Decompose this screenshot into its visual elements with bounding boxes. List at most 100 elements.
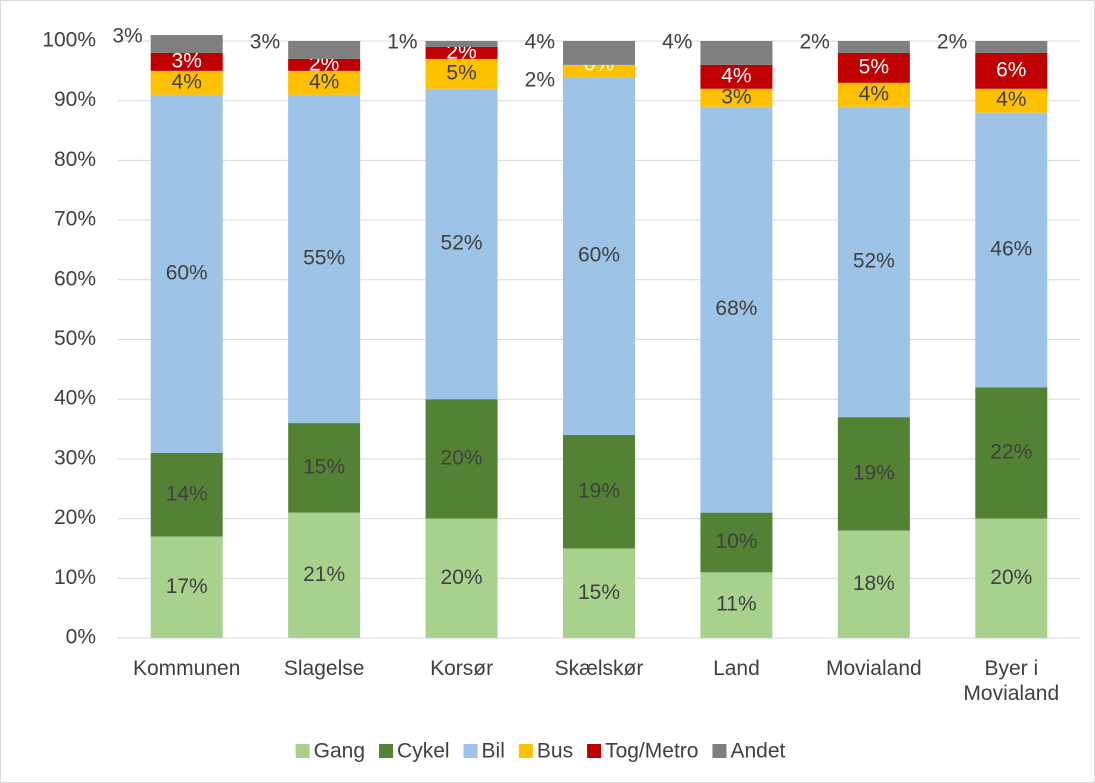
data-label: 14% <box>166 482 208 505</box>
data-label: 3% <box>721 85 751 108</box>
x-tick-label: Slagelse <box>283 657 365 680</box>
data-label: 4% <box>172 70 202 93</box>
data-label: 20% <box>990 566 1032 589</box>
data-label: 60% <box>578 243 620 266</box>
data-label: 3% <box>112 25 142 48</box>
bar-segment <box>563 76 635 436</box>
y-tick-label: 50% <box>54 327 96 350</box>
bar-segment <box>288 58 361 71</box>
bar-segment <box>288 70 361 95</box>
legend-label: Tog/Metro <box>605 740 698 763</box>
bar-segment <box>150 52 223 71</box>
x-tick-label: Korsør <box>430 657 494 680</box>
bar-segment <box>700 88 773 107</box>
bar-segment <box>837 82 910 107</box>
data-label: 4% <box>721 64 751 87</box>
bar-segment <box>975 52 1048 89</box>
data-label: 5% <box>446 61 476 84</box>
bar-segment <box>425 41 498 47</box>
data-label: 21% <box>303 563 345 586</box>
data-label: 52% <box>853 249 895 272</box>
bar-segment <box>288 512 361 638</box>
y-tick-label: 70% <box>54 208 96 231</box>
legend-label: Cykel <box>397 740 450 763</box>
data-label: 1% <box>387 31 417 54</box>
bar-segment <box>563 64 635 77</box>
bar-segment <box>975 387 1048 519</box>
legend-label: Andet <box>730 740 785 763</box>
x-tick-label: Kommunen <box>133 657 241 680</box>
data-label: 60% <box>166 261 208 284</box>
bar-segment <box>150 452 223 537</box>
data-label: 52% <box>441 232 483 255</box>
bar-segment <box>150 35 223 53</box>
data-label: 20% <box>441 446 483 469</box>
y-tick-label: 0% <box>66 626 96 649</box>
bar-segment <box>700 512 773 573</box>
data-label: 6% <box>996 58 1026 81</box>
data-label: 15% <box>303 455 345 478</box>
x-tick-label: Skælskør <box>554 657 644 680</box>
x-tick-label: Land <box>713 657 760 680</box>
bar-segment <box>425 46 498 59</box>
legend-swatch <box>295 744 310 758</box>
data-label: 4% <box>662 31 692 54</box>
legend-swatch <box>463 744 478 758</box>
data-label: 3% <box>172 49 202 72</box>
bar-segment <box>975 518 1048 638</box>
data-label: 68% <box>715 297 757 320</box>
bar-segment <box>837 530 910 638</box>
data-label: 4% <box>996 88 1026 111</box>
bar-segment <box>563 41 635 65</box>
data-label: 4% <box>309 70 339 93</box>
data-label: 2% <box>799 31 829 54</box>
bar-segment <box>150 536 223 638</box>
bar-segment <box>425 88 498 400</box>
legend-label: Gang <box>314 740 365 763</box>
y-tick-label: 40% <box>54 387 96 410</box>
y-tick-label: 80% <box>54 148 96 171</box>
data-label: 46% <box>990 237 1032 260</box>
bar-segment <box>288 94 361 424</box>
bar-segment <box>700 41 773 65</box>
data-label: 3% <box>250 31 280 54</box>
data-label: 10% <box>715 530 757 553</box>
bar-segment <box>288 423 361 513</box>
data-label: 22% <box>990 440 1032 463</box>
bar-segment <box>150 94 223 453</box>
y-tick-label: 60% <box>54 267 96 290</box>
bar-segment <box>563 435 635 549</box>
bar-segment <box>975 41 1048 53</box>
data-label: 15% <box>578 581 620 604</box>
data-label: 11% <box>716 593 756 616</box>
bar-segment <box>837 41 910 53</box>
legend-swatch <box>379 744 394 758</box>
legend-swatch <box>518 744 533 758</box>
data-label: 18% <box>853 572 895 595</box>
x-tick-label: Movialand <box>825 657 922 680</box>
bar-segment <box>563 548 635 638</box>
y-tick-label: 10% <box>54 566 96 589</box>
y-tick-label: 100% <box>42 29 96 52</box>
data-label: 19% <box>578 479 620 502</box>
legend-swatch <box>587 744 602 758</box>
bar-segment <box>837 417 910 531</box>
bar-segment <box>425 518 498 638</box>
bar-segment <box>700 106 773 513</box>
bar-segment <box>975 88 1048 113</box>
bar-segment <box>837 52 910 83</box>
data-label: 19% <box>853 461 895 484</box>
bar-segment <box>975 112 1048 388</box>
y-tick-label: 90% <box>54 88 96 111</box>
bar-segment <box>288 41 361 59</box>
data-label: 5% <box>859 55 889 78</box>
data-label: 2% <box>525 68 555 91</box>
data-label: 55% <box>303 246 345 269</box>
bar-segment <box>700 572 773 638</box>
bar-segment <box>425 58 498 89</box>
x-tick-label: Byer i Movialand <box>963 657 1060 705</box>
bar-segment <box>425 399 498 519</box>
legend-swatch <box>712 744 727 758</box>
